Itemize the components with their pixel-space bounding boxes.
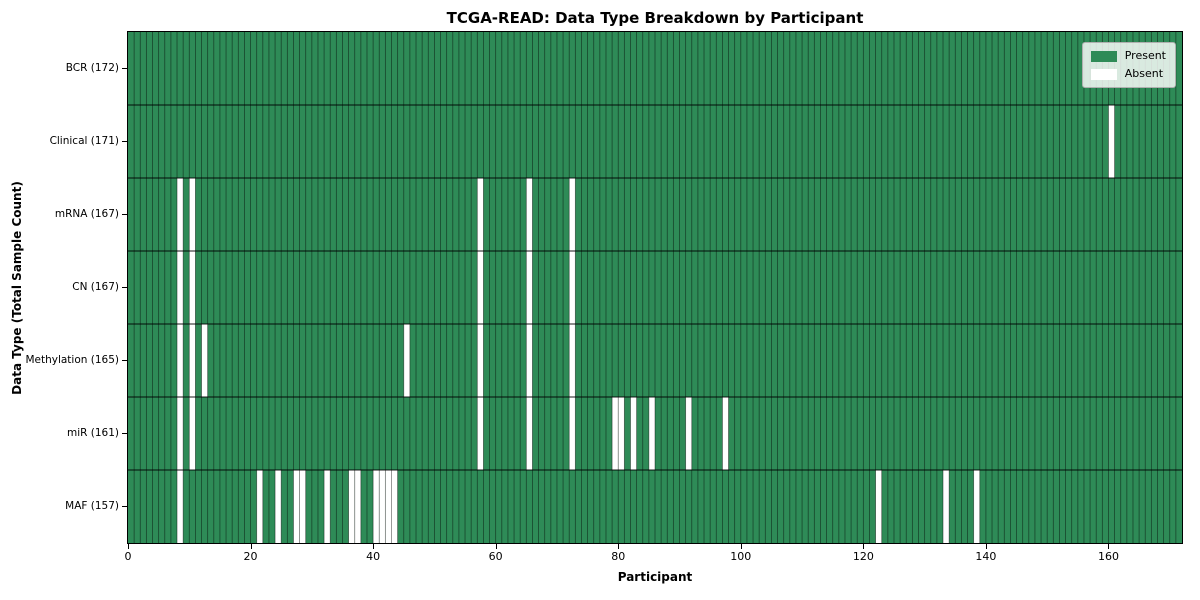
absent-cell: [477, 251, 484, 324]
absent-cell: [612, 397, 619, 470]
absent-cell: [177, 324, 184, 397]
absent-cell: [526, 251, 533, 324]
absent-cell: [477, 397, 484, 470]
absent-cell: [256, 470, 263, 543]
absent-cell: [354, 470, 361, 543]
absent-cell: [189, 397, 196, 470]
heatmap-grid: [128, 32, 1182, 543]
absent-cell: [391, 470, 398, 543]
legend-label-absent: Absent: [1124, 67, 1164, 80]
x-tick-label-160: 160: [1097, 550, 1119, 563]
legend-item-present: Present: [1090, 49, 1166, 62]
y-tick-label-Clinical: Clinical (171): [49, 135, 119, 147]
x-tick-label-80: 80: [611, 550, 626, 563]
legend-swatch-present-icon: [1090, 50, 1117, 62]
x-tick-mark: [618, 544, 620, 549]
absent-cell: [685, 397, 692, 470]
legend-swatch-absent-icon: [1090, 68, 1117, 80]
absent-cell: [477, 324, 484, 397]
y-tick-label-BCR: BCR (172): [65, 62, 119, 74]
y-tick-mark: [122, 360, 127, 361]
absent-cell: [569, 251, 576, 324]
y-tick-label-miR: miR (161): [66, 427, 119, 439]
y-tick-mark: [122, 214, 127, 215]
absent-cell: [1108, 105, 1115, 178]
absent-cell: [293, 470, 300, 543]
y-tick-mark: [122, 68, 127, 69]
x-tick-mark: [373, 544, 375, 549]
absent-cell: [385, 470, 392, 543]
legend: Present Absent: [1081, 42, 1176, 88]
chart-title: TCGA-READ: Data Type Breakdown by Partic…: [446, 9, 864, 27]
absent-cell: [526, 397, 533, 470]
absent-cell: [177, 470, 184, 543]
absent-cell: [569, 324, 576, 397]
x-tick-mark: [128, 544, 129, 549]
absent-cell: [299, 470, 306, 543]
absent-cell: [189, 324, 196, 397]
x-axis-label: Participant: [617, 570, 693, 584]
plot-area: Present Absent: [128, 32, 1182, 543]
y-tick-mark: [122, 141, 127, 142]
absent-cell: [177, 397, 184, 470]
absent-cell: [201, 324, 208, 397]
y-tick-mark: [122, 506, 127, 507]
absent-cell: [189, 178, 196, 251]
legend-label-present: Present: [1124, 49, 1166, 62]
absent-cell: [275, 470, 282, 543]
absent-cell: [348, 470, 355, 543]
y-tick-label-MAF: MAF (157): [65, 500, 119, 512]
absent-cell: [373, 470, 380, 543]
absent-cell: [722, 397, 729, 470]
x-tick-label-100: 100: [730, 550, 752, 563]
absent-cell: [973, 470, 980, 543]
x-tick-mark: [863, 544, 865, 549]
y-tick-mark: [122, 433, 127, 434]
legend-item-absent: Absent: [1090, 67, 1166, 80]
absent-cell: [324, 470, 331, 543]
x-tick-mark: [250, 544, 252, 549]
x-tick-label-140: 140: [975, 550, 997, 563]
x-tick-label-120: 120: [852, 550, 874, 563]
absent-cell: [189, 251, 196, 324]
x-tick-label-20: 20: [243, 550, 258, 563]
absent-cell: [569, 397, 576, 470]
y-tick-mark: [122, 287, 127, 288]
x-tick-label-60: 60: [488, 550, 503, 563]
x-tick-mark: [985, 544, 987, 549]
absent-cell: [177, 251, 184, 324]
absent-cell: [403, 324, 410, 397]
absent-cell: [618, 397, 625, 470]
y-tick-label-mRNA: mRNA (167): [54, 208, 119, 220]
x-tick-label-40: 40: [366, 550, 381, 563]
y-tick-label-CN: CN (167): [72, 281, 119, 293]
absent-cell: [648, 397, 655, 470]
absent-cell: [379, 470, 386, 543]
absent-cell: [526, 324, 533, 397]
x-tick-mark: [495, 544, 497, 549]
x-tick-label-0: 0: [124, 550, 132, 563]
y-tick-label-Methylation: Methylation (165): [25, 354, 119, 366]
x-tick-mark: [740, 544, 742, 549]
absent-cell: [177, 178, 184, 251]
absent-cell: [526, 178, 533, 251]
absent-cell: [630, 397, 637, 470]
absent-cell: [569, 178, 576, 251]
absent-cell: [477, 178, 484, 251]
absent-cell: [943, 470, 950, 543]
absent-cell: [875, 470, 882, 543]
x-tick-mark: [1108, 544, 1110, 549]
